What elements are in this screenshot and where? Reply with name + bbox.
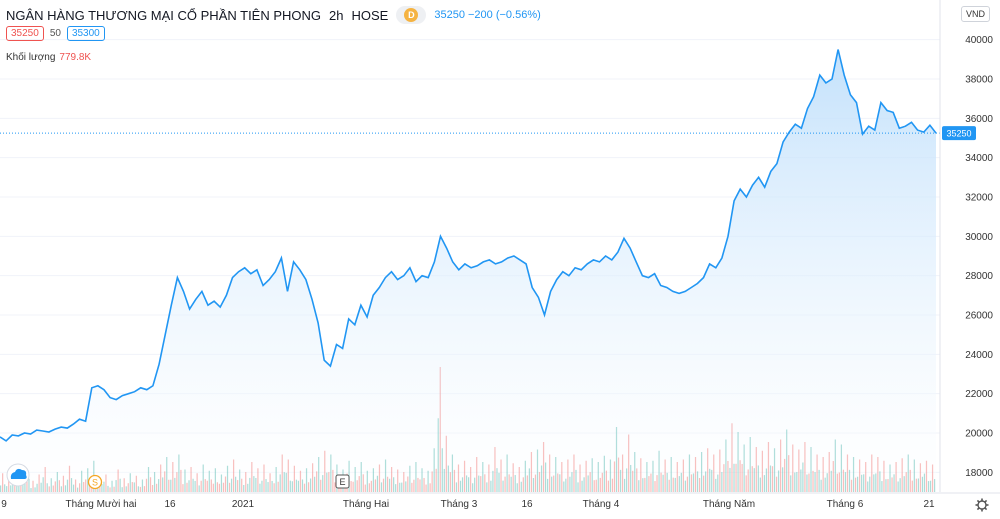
- y-tick-label: 34000: [965, 153, 993, 164]
- order-row: 35250 50 35300: [6, 26, 105, 41]
- last-price: 35250: [434, 9, 465, 21]
- volume-legend: Khối lượng 779.8K: [6, 52, 91, 63]
- price-summary: 35250 −200 (−0.56%): [434, 9, 540, 21]
- y-tick-label: 18000: [965, 468, 993, 479]
- x-tick-label: 16: [164, 499, 176, 510]
- x-tick-label: Tháng 3: [441, 499, 478, 510]
- price-line: [0, 49, 937, 442]
- x-tick-label: 9: [1, 499, 7, 510]
- sell-button[interactable]: 35250: [6, 26, 44, 41]
- spread: 50: [49, 28, 61, 39]
- x-tick-label: Tháng Năm: [703, 499, 755, 510]
- price-change: −200 (−0.56%): [468, 9, 541, 21]
- earnings-marker-label: E: [339, 477, 345, 487]
- y-tick-label: 28000: [965, 271, 993, 282]
- split-marker-icon[interactable]: S: [87, 474, 103, 490]
- buy-button[interactable]: 35300: [66, 26, 105, 41]
- last-price-label: 35250: [946, 129, 971, 139]
- y-axis: 40000 38000 36000 34000 32000 30000 28000 26000…: [939, 0, 993, 492]
- y-tick-label: 32000: [965, 193, 993, 204]
- x-tick-label: Tháng 4: [583, 499, 620, 510]
- delayed-badge[interactable]: D: [396, 6, 427, 24]
- badge-icon: D: [404, 8, 419, 22]
- chart-header: NGÂN HÀNG THƯƠNG MẠI CỔ PHẦN TIÊN PHONG …: [6, 6, 541, 24]
- volume-label: Khối lượng: [6, 52, 56, 63]
- x-tick-label: 16: [521, 499, 533, 510]
- settings-icon[interactable]: [975, 498, 989, 512]
- y-tick-label: 24000: [965, 350, 993, 361]
- currency-button[interactable]: VND: [960, 6, 990, 22]
- cloud-icon[interactable]: [6, 463, 30, 487]
- exchange: HOSE: [351, 7, 389, 23]
- x-tick-label: Tháng Hai: [343, 499, 389, 510]
- y-tick-label: 20000: [965, 429, 993, 440]
- x-tick-label: Tháng Mười hai: [65, 499, 136, 510]
- y-tick-label: 38000: [965, 75, 993, 86]
- split-marker-label: S: [92, 478, 98, 488]
- x-tick-label: Tháng 6: [827, 499, 864, 510]
- y-tick-label: 36000: [965, 114, 993, 125]
- y-tick-label: 40000: [965, 35, 993, 46]
- volume-value: 779.8K: [59, 52, 92, 63]
- y-tick-label: 26000: [965, 311, 993, 322]
- y-tick-label: 30000: [965, 232, 993, 243]
- y-tick-label: 22000: [965, 389, 993, 400]
- interval[interactable]: 2h: [329, 7, 344, 23]
- symbol-title: NGÂN HÀNG THƯƠNG MẠI CỔ PHẦN TIÊN PHONG: [6, 7, 322, 23]
- x-axis: 9 Tháng Mười hai 16 2021 Tháng Hai Tháng 3 16 T…: [0, 492, 1000, 510]
- earnings-marker-icon[interactable]: E: [335, 474, 350, 489]
- price-area: [0, 49, 936, 492]
- last-price-label-bg: [942, 126, 976, 141]
- x-tick-label: 2021: [232, 499, 255, 510]
- x-tick-label: 21: [923, 499, 935, 510]
